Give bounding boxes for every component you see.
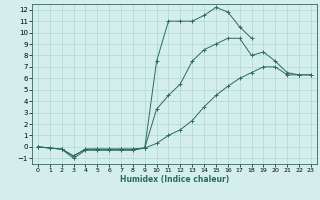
X-axis label: Humidex (Indice chaleur): Humidex (Indice chaleur) xyxy=(120,175,229,184)
